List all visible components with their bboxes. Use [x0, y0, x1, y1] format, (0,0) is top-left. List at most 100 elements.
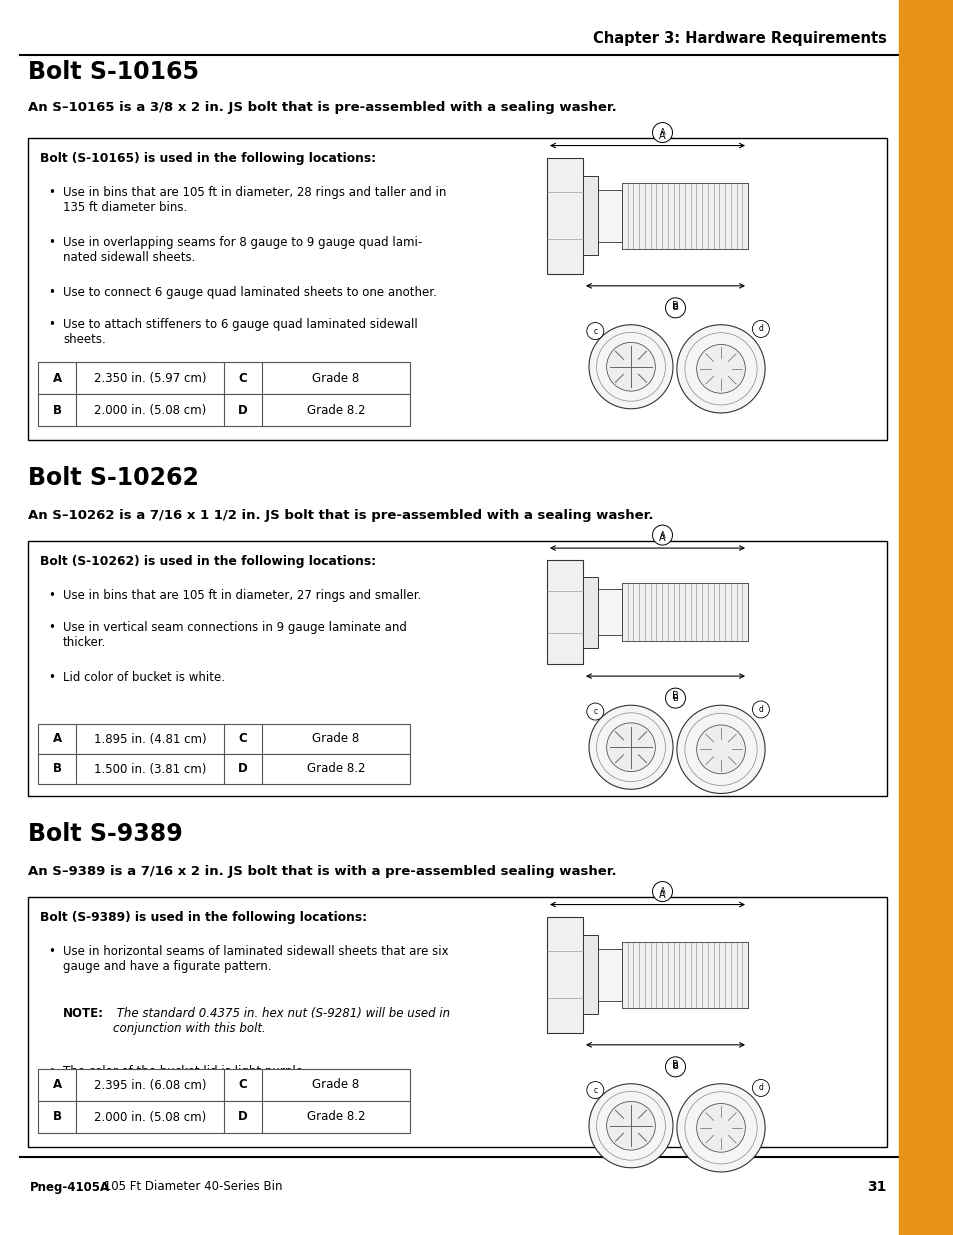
- Circle shape: [696, 1104, 744, 1152]
- Text: D: D: [238, 1110, 248, 1124]
- Text: Grade 8.2: Grade 8.2: [307, 404, 365, 416]
- Text: d: d: [758, 1083, 762, 1093]
- Text: •: •: [48, 287, 55, 299]
- Bar: [598, 948, 621, 1000]
- Circle shape: [586, 703, 603, 720]
- Circle shape: [586, 1082, 603, 1099]
- Bar: [621, 583, 747, 641]
- Bar: [598, 589, 621, 635]
- Text: Use in bins that are 105 ft in diameter, 28 rings and taller and in
135 ft diame: Use in bins that are 105 ft in diameter,…: [63, 186, 446, 214]
- Text: Use to attach stiffeners to 6 gauge quad laminated sidewall
sheets.: Use to attach stiffeners to 6 gauge quad…: [63, 317, 417, 346]
- Text: 2.000 in. (5.08 cm): 2.000 in. (5.08 cm): [93, 1110, 206, 1124]
- Circle shape: [665, 298, 685, 317]
- Text: B: B: [672, 692, 679, 701]
- Bar: [38, 724, 410, 755]
- Text: Use in horizontal seams of laminated sidewall sheets that are six
gauge and have: Use in horizontal seams of laminated sid…: [63, 945, 448, 973]
- Text: B: B: [672, 1062, 678, 1071]
- Text: c: c: [593, 1086, 597, 1094]
- Circle shape: [677, 705, 764, 793]
- Text: A: A: [659, 531, 664, 540]
- Text: Lid color of bucket is white.: Lid color of bucket is white.: [63, 671, 225, 684]
- Text: B: B: [52, 1110, 61, 1124]
- Circle shape: [588, 1084, 672, 1168]
- Text: Grade 8: Grade 8: [312, 1078, 359, 1092]
- Circle shape: [696, 345, 744, 393]
- Circle shape: [752, 1079, 768, 1097]
- Text: D: D: [238, 404, 248, 416]
- Text: Bolt (S-10165) is used in the following locations:: Bolt (S-10165) is used in the following …: [40, 152, 375, 165]
- Text: An S–10165 is a 3/8 x 2 in. JS bolt that is pre-assembled with a sealing washer.: An S–10165 is a 3/8 x 2 in. JS bolt that…: [28, 101, 616, 115]
- Text: Bolt S-10165: Bolt S-10165: [28, 61, 199, 84]
- Text: •: •: [48, 621, 55, 634]
- Text: A: A: [52, 732, 62, 746]
- Text: D: D: [238, 762, 248, 776]
- Circle shape: [665, 688, 685, 708]
- Text: B: B: [672, 304, 678, 312]
- Text: The color of the bucket lid is light blue.: The color of the bucket lid is light blu…: [63, 368, 294, 382]
- Circle shape: [677, 1084, 764, 1172]
- Text: Pneg-4105A: Pneg-4105A: [30, 1181, 110, 1193]
- Text: C: C: [238, 372, 247, 384]
- Circle shape: [752, 701, 768, 718]
- Text: A: A: [52, 372, 62, 384]
- Text: The color of the bucket lid is light purple.: The color of the bucket lid is light pur…: [63, 1065, 307, 1078]
- Text: •: •: [48, 945, 55, 958]
- Text: Use to connect 6 gauge quad laminated sheets to one another.: Use to connect 6 gauge quad laminated sh…: [63, 287, 436, 299]
- Text: •: •: [48, 671, 55, 684]
- Text: An S–10262 is a 7/16 x 1 1/2 in. JS bolt that is pre-assembled with a sealing wa: An S–10262 is a 7/16 x 1 1/2 in. JS bolt…: [28, 510, 653, 522]
- Bar: [38, 1070, 410, 1100]
- Text: •: •: [48, 1065, 55, 1078]
- Text: 1.895 in. (4.81 cm): 1.895 in. (4.81 cm): [93, 732, 206, 746]
- Text: A: A: [659, 131, 665, 141]
- Text: A: A: [659, 887, 664, 897]
- Text: •: •: [48, 589, 55, 601]
- Text: •: •: [48, 236, 55, 249]
- Text: B: B: [672, 694, 678, 703]
- Text: An S–9389 is a 7/16 x 2 in. JS bolt that is with a pre-assembled sealing washer.: An S–9389 is a 7/16 x 2 in. JS bolt that…: [28, 866, 616, 878]
- Circle shape: [586, 322, 603, 340]
- Text: C: C: [238, 1078, 247, 1092]
- Circle shape: [588, 705, 672, 789]
- Text: A: A: [659, 128, 664, 137]
- Text: Grade 8: Grade 8: [312, 732, 359, 746]
- Text: 2.000 in. (5.08 cm): 2.000 in. (5.08 cm): [93, 404, 206, 416]
- Text: Use in bins that are 105 ft in diameter, 27 rings and smaller.: Use in bins that are 105 ft in diameter,…: [63, 589, 421, 601]
- Text: A: A: [659, 889, 665, 899]
- Text: •: •: [48, 368, 55, 382]
- Text: 2.350 in. (5.97 cm): 2.350 in. (5.97 cm): [93, 372, 206, 384]
- Text: Bolt (S-10262) is used in the following locations:: Bolt (S-10262) is used in the following …: [40, 555, 375, 568]
- Circle shape: [652, 882, 672, 902]
- Bar: [598, 190, 621, 242]
- Text: C: C: [238, 732, 247, 746]
- Text: 2.395 in. (6.08 cm): 2.395 in. (6.08 cm): [93, 1078, 206, 1092]
- Text: 31: 31: [866, 1179, 886, 1194]
- Text: B: B: [52, 404, 61, 416]
- Circle shape: [606, 722, 655, 772]
- Bar: [546, 561, 582, 664]
- Circle shape: [677, 325, 764, 412]
- Text: Grade 8.2: Grade 8.2: [307, 762, 365, 776]
- Text: NOTE:: NOTE:: [63, 1007, 104, 1020]
- Text: Use in vertical seam connections in 9 gauge laminate and
thicker.: Use in vertical seam connections in 9 ga…: [63, 621, 406, 650]
- Bar: [621, 183, 747, 248]
- Text: Use in overlapping seams for 8 gauge to 9 gauge quad lami-
nated sidewall sheets: Use in overlapping seams for 8 gauge to …: [63, 236, 422, 264]
- Text: •: •: [48, 317, 55, 331]
- Bar: [898, 0, 953, 1235]
- Text: A: A: [659, 534, 665, 543]
- Circle shape: [696, 725, 744, 773]
- Text: d: d: [758, 325, 762, 333]
- Circle shape: [652, 525, 672, 545]
- Text: Grade 8.2: Grade 8.2: [307, 1110, 365, 1124]
- Text: Bolt S-9389: Bolt S-9389: [28, 823, 183, 846]
- Text: Bolt S-10262: Bolt S-10262: [28, 466, 198, 490]
- Bar: [546, 916, 582, 1032]
- Bar: [28, 897, 886, 1147]
- Circle shape: [652, 122, 672, 142]
- Bar: [546, 158, 582, 274]
- Text: B: B: [672, 301, 679, 311]
- Text: d: d: [758, 705, 762, 714]
- Text: The standard 0.4375 in. hex nut (S-9281) will be used in
conjunction with this b: The standard 0.4375 in. hex nut (S-9281)…: [112, 1007, 450, 1035]
- Bar: [28, 138, 886, 440]
- Text: Chapter 3: Hardware Requirements: Chapter 3: Hardware Requirements: [593, 31, 886, 46]
- Bar: [582, 177, 598, 256]
